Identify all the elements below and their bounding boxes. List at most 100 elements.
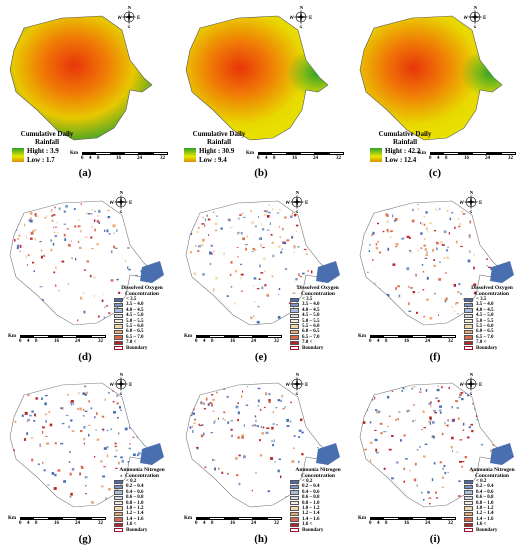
- rainfall-map: [359, 15, 503, 141]
- legend-class-row: 5.5 – 6.0: [114, 324, 170, 329]
- legend-class-label: 1.4 – 1.6: [126, 516, 144, 522]
- legend-class-row: 0.2 – 0.4: [290, 484, 346, 489]
- legend-swatch: [464, 329, 473, 335]
- legend-class-row: 1.4 – 1.6: [290, 517, 346, 522]
- legend-class-label: 7.0 <: [476, 340, 487, 346]
- svg-text:E: E: [479, 383, 482, 388]
- legend-swatch: [464, 308, 473, 313]
- legend-swatch: [464, 302, 473, 308]
- svg-text:W: W: [286, 383, 290, 388]
- boundary-swatch: [114, 528, 123, 533]
- legend-class-label: 1.0 – 1.2: [476, 505, 494, 511]
- legend-class-label: < 3.5: [302, 297, 313, 302]
- legend-swatch: [464, 324, 473, 329]
- rainfall-low: Low : 12.4: [385, 156, 417, 164]
- legend-class-row: 5.5 – 6.0: [290, 324, 346, 329]
- rainfall-high: Hight : 42.2: [385, 147, 421, 155]
- legend-class-label: 3.5 – 4.0: [126, 302, 144, 308]
- compass-rose-icon: N S E W: [460, 373, 482, 395]
- class-legend-title: Dissolved Oxygen Concentration: [471, 285, 513, 297]
- legend-class-row: 0.6 – 0.8: [114, 495, 170, 500]
- legend-class-label: 0.8 – 1.0: [302, 500, 320, 506]
- panel-label: (f): [429, 351, 441, 363]
- legend-class-label: < 3.5: [476, 297, 487, 302]
- rainfall-legend: Cumulative Daily Rainfall Hight : 3.9 Lo…: [12, 130, 82, 164]
- legend-class-row: 1.0 – 1.2: [290, 506, 346, 511]
- legend-swatch: [290, 506, 299, 511]
- rainfall-legend-title: Cumulative Daily Rainfall: [20, 130, 74, 146]
- legend-class-label: 0.6 – 0.8: [126, 495, 144, 501]
- legend-class-label: < 3.5: [126, 297, 137, 302]
- legend-boundary-row: Boundary: [464, 346, 520, 351]
- legend-swatch: [114, 313, 123, 319]
- legend-swatch: [114, 340, 123, 346]
- legend-class-label: 4.0 – 4.5: [126, 307, 144, 313]
- svg-text:N: N: [300, 6, 304, 11]
- legend-class-row: 7.0 <: [464, 340, 520, 345]
- legend-swatch: [290, 495, 299, 501]
- panel-dissolved-oxygen-0: N S E W Dissolved Oxygen Concentration <…: [2, 185, 177, 368]
- legend-class-label: 0.6 – 0.8: [302, 495, 320, 501]
- rainfall-legend-title: Cumulative Daily Rainfall: [378, 130, 432, 146]
- legend-class-label: 7.0 <: [302, 340, 313, 346]
- legend-class-row: < 3.5: [290, 297, 346, 302]
- legend-class-label: 0.4 – 0.6: [476, 489, 494, 495]
- legend-swatch: [290, 313, 299, 319]
- legend-class-row: < 3.5: [464, 297, 520, 302]
- rainfall-color-bar: [184, 148, 196, 162]
- panel-label: (d): [78, 351, 92, 363]
- legend-class-label: 4.0 – 4.5: [476, 307, 494, 313]
- legend-swatch: [114, 495, 123, 501]
- panel-label: (c): [428, 167, 442, 179]
- compass-rose-icon: N S E W: [460, 191, 482, 213]
- legend-class-row: 6.5 – 7.0: [114, 335, 170, 340]
- legend-class-row: 6.0 – 6.5: [114, 329, 170, 334]
- svg-text:W: W: [110, 201, 114, 206]
- legend-swatch: [464, 511, 473, 517]
- legend-class-row: 4.0 – 4.5: [114, 308, 170, 313]
- class-legend-title: Dissolved Oxygen Concentration: [297, 285, 339, 297]
- legend-class-row: 0.2 – 0.4: [114, 484, 170, 489]
- compass-w: W: [118, 16, 122, 21]
- rainfall-legend: Cumulative Daily Rainfall Hight : 42.2 L…: [370, 130, 440, 164]
- compass-rose-icon: N S E W: [286, 373, 308, 395]
- boundary-swatch: [464, 528, 473, 533]
- legend-class-row: < 0.2: [464, 479, 520, 484]
- rainfall-color-bar: [370, 148, 382, 162]
- legend-class-label: 6.5 – 7.0: [476, 334, 494, 340]
- legend-boundary-row: Boundary: [290, 528, 346, 533]
- legend-class-row: < 0.2: [290, 479, 346, 484]
- svg-text:N: N: [296, 373, 300, 378]
- svg-text:E: E: [129, 383, 132, 388]
- legend-class-row: 7.0 <: [290, 340, 346, 345]
- classified-map: [9, 382, 164, 508]
- svg-text:W: W: [286, 201, 290, 206]
- legend-class-label: 6.0 – 6.5: [476, 329, 494, 335]
- classified-map: [359, 200, 514, 326]
- legend-class-row: 0.2 – 0.4: [464, 484, 520, 489]
- svg-text:E: E: [309, 16, 312, 21]
- legend-swatch: [464, 501, 473, 506]
- svg-text:N: N: [120, 191, 124, 196]
- legend-class-label: 1.4 – 1.6: [476, 516, 494, 522]
- panel-dissolved-oxygen-1: N S E W Dissolved Oxygen Concentration <…: [178, 185, 353, 368]
- svg-text:N: N: [120, 373, 124, 378]
- legend-swatch: [290, 335, 299, 340]
- legend-class-label: 0.8 – 1.0: [126, 500, 144, 506]
- svg-text:S: S: [300, 26, 303, 28]
- legend-swatch: [290, 517, 299, 522]
- svg-text:E: E: [129, 201, 132, 206]
- panel-dissolved-oxygen-2: N S E W Dissolved Oxygen Concentration <…: [352, 185, 526, 368]
- rainfall-map: [185, 15, 329, 141]
- legend-boundary-row: Boundary: [114, 528, 170, 533]
- panel-label: (b): [254, 167, 268, 179]
- legend-class-label: 7.0 <: [126, 340, 137, 346]
- legend-swatch: [114, 308, 123, 313]
- legend-class-label: 1.4 – 1.6: [302, 516, 320, 522]
- legend-class-label: 1.2 – 1.4: [126, 511, 144, 517]
- legend-class-row: 4.5 – 5.0: [290, 313, 346, 318]
- legend-class-row: 1.4 – 1.6: [114, 517, 170, 522]
- legend-class-label: 6.5 – 7.0: [302, 334, 320, 340]
- legend-boundary-label: Boundary: [302, 345, 324, 351]
- legend-boundary-row: Boundary: [114, 346, 170, 351]
